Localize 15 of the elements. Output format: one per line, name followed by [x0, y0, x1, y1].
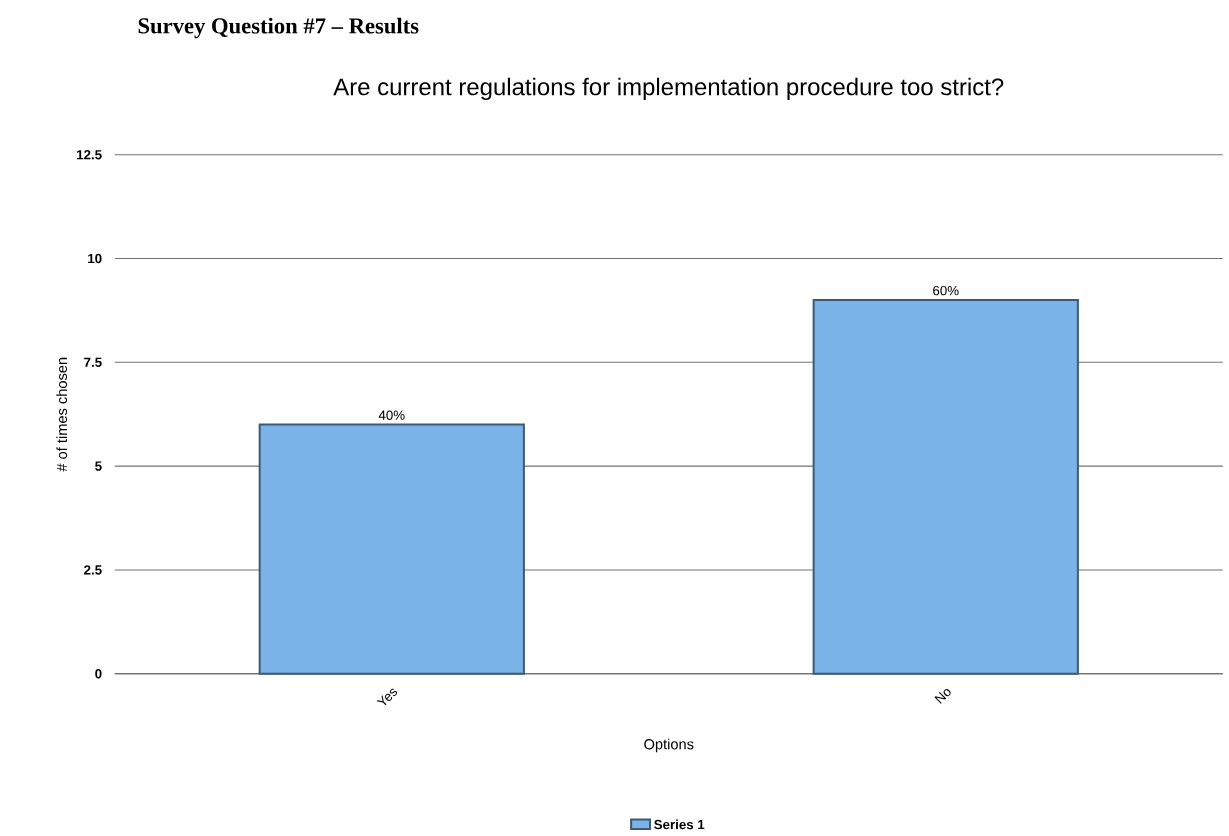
chart-title: Survey Question #7 – Results [138, 17, 419, 39]
annotation: 40% [378, 410, 405, 420]
legend-label: Series 1 [654, 819, 705, 830]
y-axis-title: # of times chosen [56, 357, 68, 472]
x-tick-label: Yes [376, 688, 398, 705]
chart-subtitle: Are current regulations for implementation procedure too strict? [333, 77, 1004, 100]
x-axis-title: Options [644, 738, 694, 753]
y-tick-label: 5 [95, 461, 102, 471]
y-tick-label: 10 [88, 253, 102, 263]
y-tick-label: 0 [95, 668, 102, 679]
y-tick-label: 7.5 [84, 357, 102, 367]
y-tick-label: 2.5 [84, 565, 102, 575]
y-tick-label: 12.5 [77, 149, 102, 160]
x-tick-label: No [934, 688, 951, 704]
annotation: 60% [933, 285, 959, 296]
